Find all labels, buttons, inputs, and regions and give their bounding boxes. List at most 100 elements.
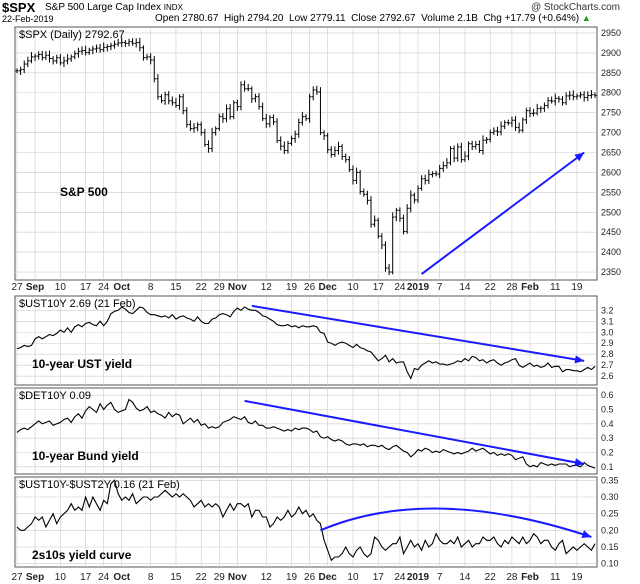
price-bar xyxy=(445,158,449,169)
price-bar xyxy=(575,93,579,100)
chart-date: 22-Feb-2019 xyxy=(2,14,54,24)
price-bar xyxy=(383,241,388,272)
x-tick-label: 27 xyxy=(11,282,23,293)
chart-logo: @ StockCharts.com xyxy=(530,2,620,13)
price-bar xyxy=(589,89,593,99)
price-bar xyxy=(174,97,178,108)
price-bar xyxy=(452,145,456,163)
price-bar xyxy=(286,140,290,154)
price-bar xyxy=(232,100,236,120)
x-tick-label: 26 xyxy=(304,572,316,583)
y-tick-label: 2750 xyxy=(601,108,621,118)
price-bar xyxy=(275,118,279,143)
price-bar xyxy=(26,56,30,68)
price-bar xyxy=(246,83,250,92)
price-bar xyxy=(485,136,489,144)
y-tick-label: 3.0 xyxy=(601,327,614,337)
price-bar xyxy=(347,156,351,173)
x-tick-label: Sep xyxy=(26,572,44,583)
x-tick-label: 19 xyxy=(571,282,583,293)
price-bar xyxy=(37,51,41,60)
x-tick-label: 2019 xyxy=(407,572,430,583)
price-bar xyxy=(326,132,330,154)
chart-index-name: S&P 500 Large Cap Index INDX xyxy=(45,2,183,13)
price-bar xyxy=(76,47,81,58)
y-tick-label: 0.4 xyxy=(601,419,614,429)
price-bar xyxy=(112,40,117,49)
price-bar xyxy=(477,140,481,153)
x-tick-label: Dec xyxy=(318,572,337,583)
price-bar xyxy=(550,96,554,104)
price-bar xyxy=(102,42,106,53)
price-bar xyxy=(188,120,192,131)
index-exchange: INDX xyxy=(163,3,183,12)
price-bar xyxy=(279,136,283,151)
price-bar xyxy=(329,146,333,158)
price-bar xyxy=(163,91,167,105)
series-line xyxy=(16,398,596,469)
trend-arrow-line xyxy=(421,151,585,275)
panel-label: $UST10Y-$UST2Y 0.16 (21 Feb) xyxy=(19,479,180,491)
ohlc-stats: Open 2780.67 High 2794.20 Low 2779.11 Cl… xyxy=(155,13,591,24)
price-bar xyxy=(358,170,362,195)
price-bar xyxy=(192,123,196,133)
price-bar xyxy=(369,196,373,228)
price-bar xyxy=(235,99,239,111)
x-tick-label: 10 xyxy=(347,282,359,293)
price-bar xyxy=(401,214,406,235)
price-bar xyxy=(560,96,565,106)
price-bar xyxy=(546,97,550,109)
price-bar xyxy=(593,92,597,98)
stat-volume: Volume 2.1B xyxy=(421,13,478,24)
panel-frame xyxy=(14,295,598,386)
price-bar xyxy=(405,204,409,234)
price-bar xyxy=(463,151,467,163)
price-bar xyxy=(134,38,138,48)
price-bar xyxy=(553,93,557,106)
series-line xyxy=(16,479,596,562)
price-bar xyxy=(466,141,471,161)
x-tick-label: 27 xyxy=(11,572,23,583)
price-bar xyxy=(185,107,189,128)
price-bar xyxy=(214,126,218,136)
x-tick-label: 22 xyxy=(485,572,497,583)
price-bar xyxy=(44,51,48,61)
panel-label: $UST10Y 2.69 (21 Feb) xyxy=(19,298,136,310)
price-bar xyxy=(282,141,286,155)
price-bar xyxy=(474,140,478,150)
chart-panel-2: 2.62.72.82.93.03.13.2 $UST10Y 2.69 (21 Fe… xyxy=(14,295,614,386)
price-bar xyxy=(441,161,445,173)
x-tick-label: 14 xyxy=(459,572,471,583)
price-bar xyxy=(156,74,160,100)
price-bar xyxy=(351,165,355,185)
price-bar xyxy=(253,93,258,103)
price-bar xyxy=(365,190,370,205)
price-bar xyxy=(513,116,518,131)
price-bar xyxy=(250,86,254,103)
y-tick-label: 2350 xyxy=(601,267,621,277)
y-tick-label: 2700 xyxy=(601,128,621,138)
panel-frame xyxy=(14,26,598,281)
price-bar xyxy=(80,46,84,55)
y-tick-label: 0.3 xyxy=(601,433,614,443)
x-tick-label: 15 xyxy=(170,282,182,293)
price-bar xyxy=(308,93,312,123)
price-bar xyxy=(492,127,496,135)
x-tick-label: Nov xyxy=(228,572,247,583)
price-bar xyxy=(586,91,590,102)
chart-panel-4: 0.10 0.15 0.20 0.25 0.30 0.35 $UST10Y-$UST2Y 0… xyxy=(14,475,619,569)
price-bar xyxy=(159,94,164,104)
y-tick-label: 2450 xyxy=(601,227,621,237)
y-tick-label: 3.1 xyxy=(601,316,614,326)
panel-annotation: 2s10s yield curve xyxy=(32,548,132,562)
x-tick-label: 11 xyxy=(550,282,561,293)
price-bar xyxy=(430,171,435,178)
stat-high: High 2794.20 xyxy=(223,13,284,24)
panel-label: $SPX (Daily) 2792.67 xyxy=(19,29,125,41)
price-bar xyxy=(499,121,503,136)
price-bar xyxy=(535,103,539,116)
price-bar xyxy=(423,174,427,185)
price-bar xyxy=(578,91,583,99)
trend-arc xyxy=(320,507,592,538)
price-bar xyxy=(29,52,34,64)
